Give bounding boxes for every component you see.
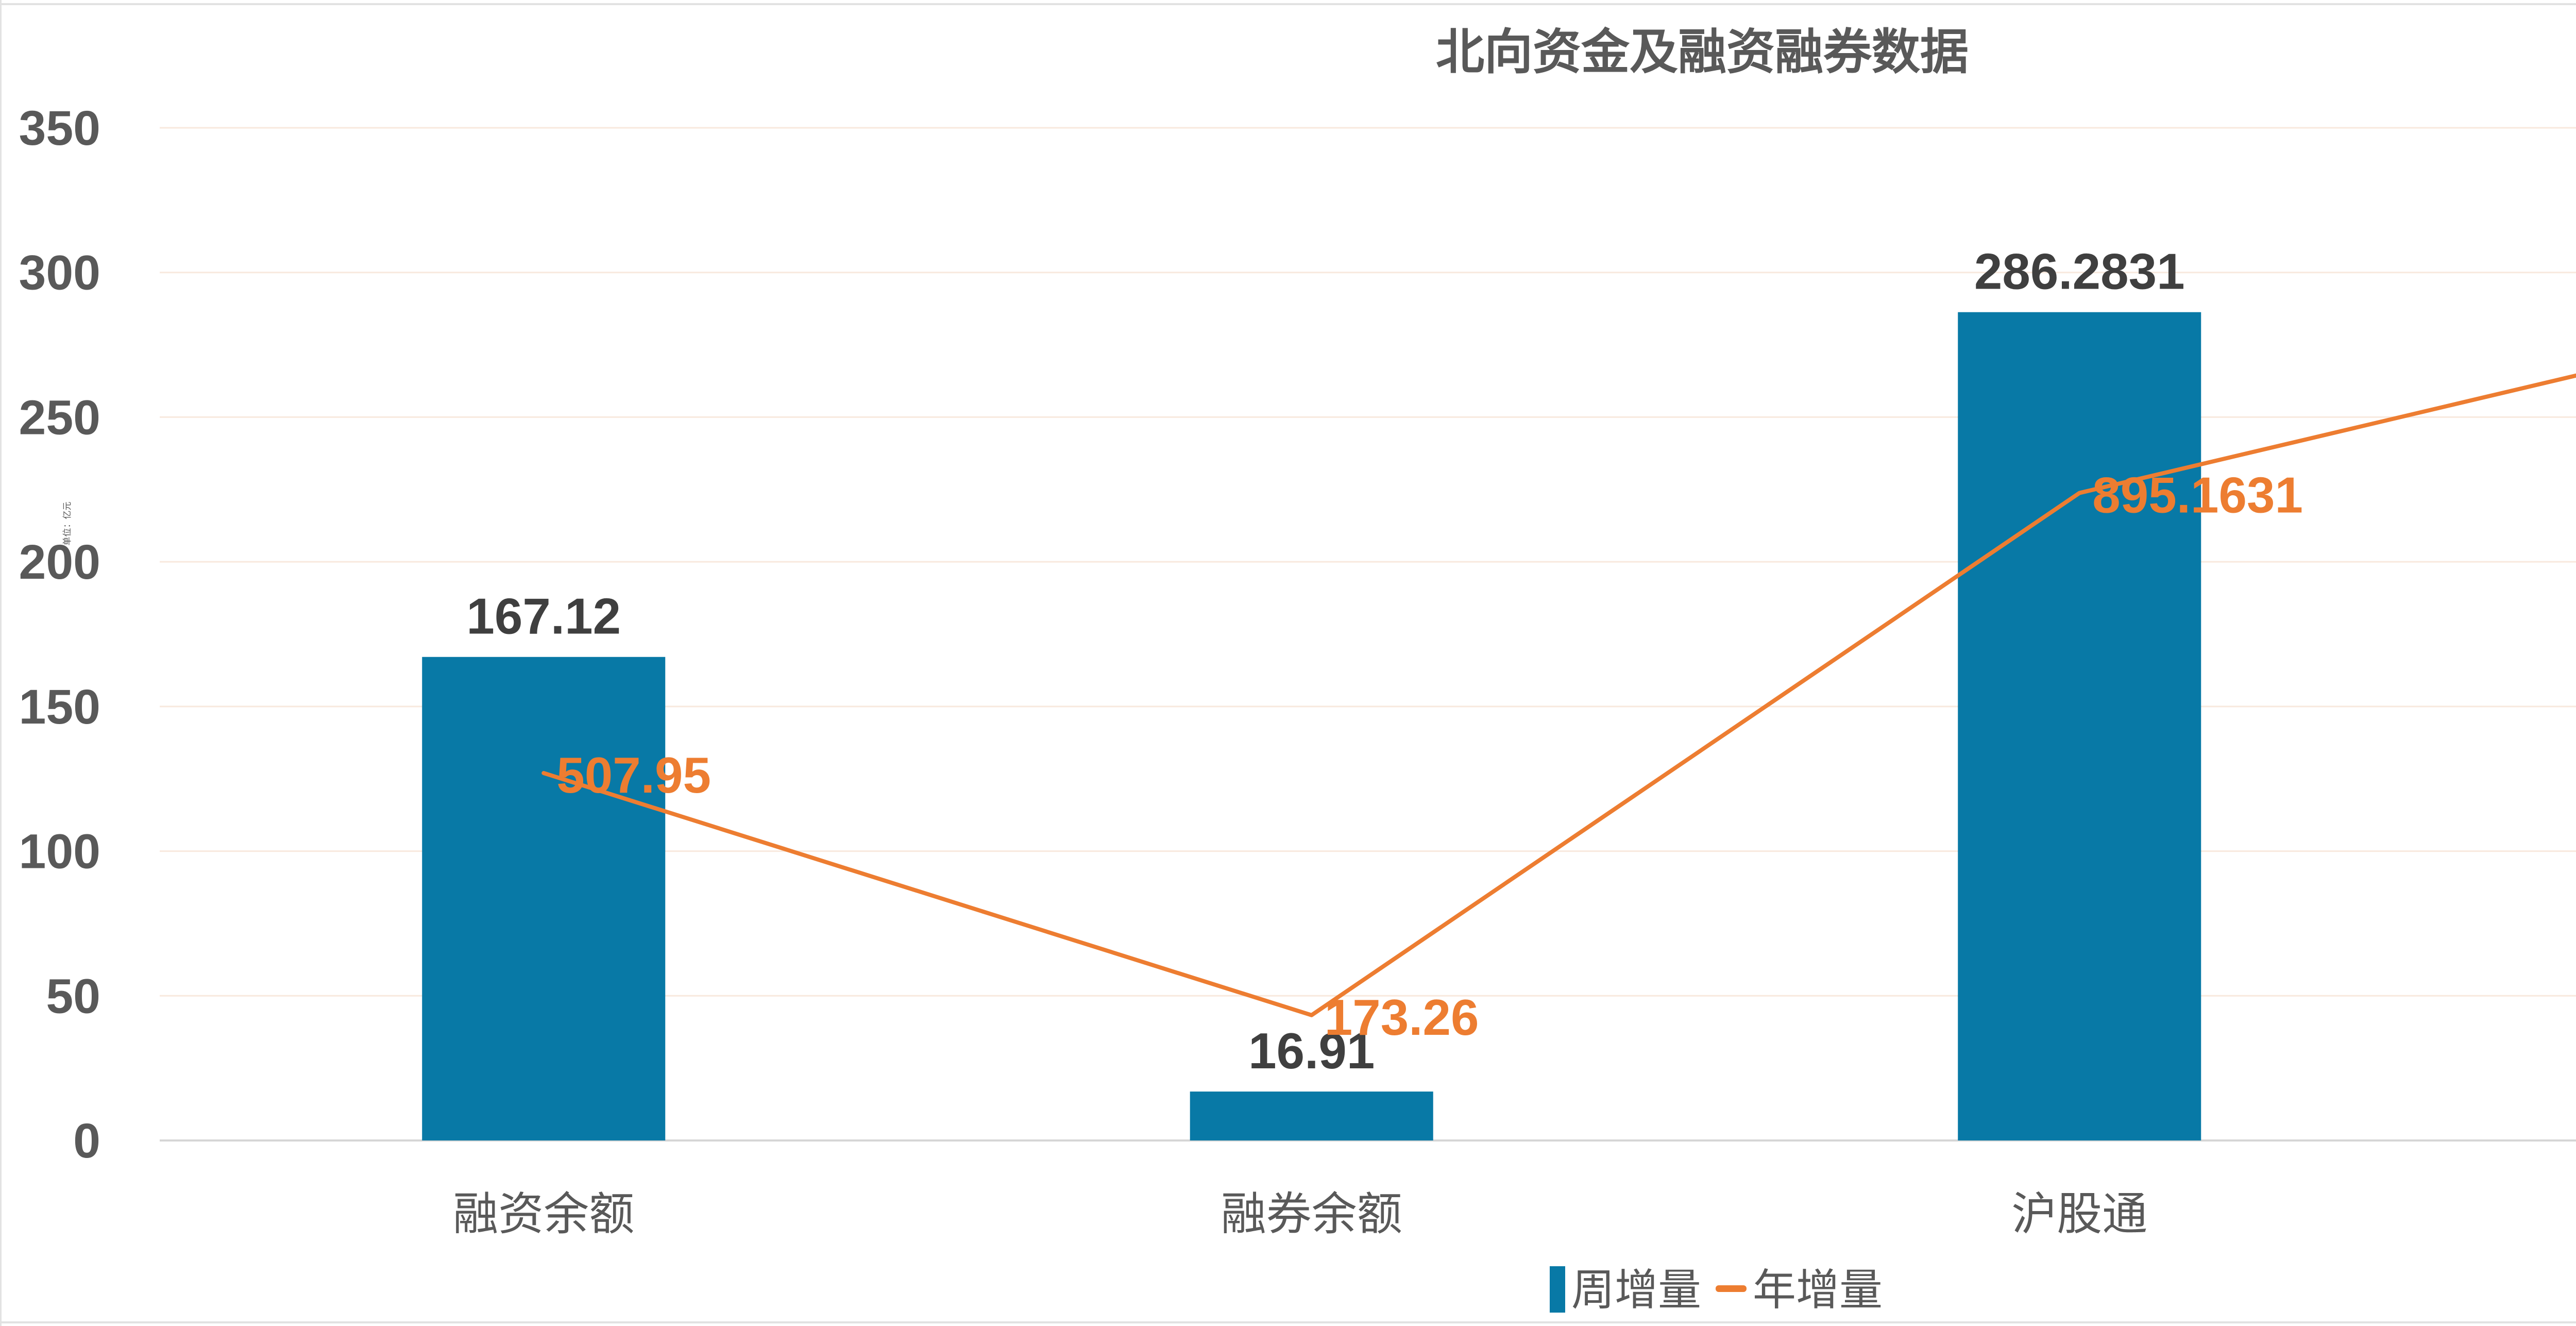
chart-title[interactable]: 北向资金及融资融券数据 [1436,25,1969,79]
legend-bar-label: 周增量 [1571,1266,1701,1314]
left-axis-tick: 50 [46,969,100,1023]
category-axis-labels: 融资余额融券余额沪股通深股通 [453,1188,2147,1239]
line-series [541,311,2576,1017]
bar-value-label: 16.91 [1248,1022,1375,1079]
bar[interactable] [1958,312,2201,1140]
window-border-bottom [0,1321,2576,1323]
left-axis-tick: 250 [19,390,100,445]
bar-value-label: 286.2831 [1974,243,2185,300]
line-value-label: 895.1631 [2092,467,2303,524]
bar-series [422,312,2201,1140]
left-axis-tick: 150 [19,680,100,734]
legend-line-label: 年增量 [1753,1266,1883,1314]
bar[interactable] [1190,1092,1433,1140]
legend: 周增量 年增量 [1550,1266,1883,1314]
category-label: 沪股通 [2011,1188,2147,1239]
legend-item-line-series[interactable]: 年增量 [1716,1266,1883,1314]
trend-line[interactable] [541,311,2576,1017]
category-label: 融券余额 [1221,1188,1402,1239]
left-axis-tick: 100 [19,825,100,879]
left-axis-tick: 350 [19,101,100,156]
left-axis-ticks: 0 50 100 150 200 250 300 350 [19,101,100,1168]
window-border-top [0,3,2576,5]
left-axis-tick: 300 [19,246,100,300]
legend-bar-swatch-icon [1550,1266,1565,1313]
line-value-label: 507.95 [556,747,711,803]
left-axis-tick: 0 [73,1114,100,1168]
category-label: 融资余额 [453,1188,634,1239]
bar-value-label: 167.12 [466,588,621,645]
legend-line-swatch-icon [1716,1285,1747,1292]
window-border-left [0,0,2,1326]
gridlines [160,127,2576,1142]
line-value-label: 173.26 [1325,989,1479,1046]
left-axis-title: 单位：亿元 [62,502,72,546]
legend-item-bar-series[interactable]: 周增量 [1550,1266,1701,1314]
left-axis-tick: 200 [19,535,100,590]
bar[interactable] [422,657,666,1140]
